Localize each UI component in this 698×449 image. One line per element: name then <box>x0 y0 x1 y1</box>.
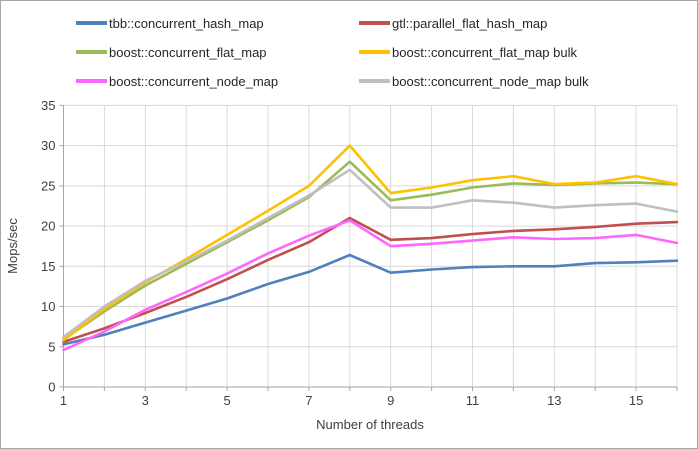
y-tick-label: 35 <box>41 98 55 113</box>
x-tick-label: 9 <box>387 393 394 408</box>
x-tick-label: 5 <box>223 393 230 408</box>
series-line-boost-concurrent-flat-map-bulk <box>62 144 679 342</box>
legend-label: gtl::parallel_flat_hash_map <box>392 15 548 31</box>
series-line-boost-concurrent-node-map <box>62 219 679 352</box>
y-tick-label: 15 <box>41 259 55 274</box>
legend-item: boost::concurrent_flat_map <box>76 42 359 62</box>
legend-marker <box>76 79 107 83</box>
legend-marker <box>359 50 390 54</box>
y-tick-label: 20 <box>41 219 55 234</box>
legend-label: tbb::concurrent_hash_map <box>109 15 264 31</box>
series-layer <box>62 144 679 352</box>
x-axis-title: Number of threads <box>316 417 424 432</box>
legend-item: boost::concurrent_node_map bulk <box>359 71 616 91</box>
legend-label: boost::concurrent_node_map bulk <box>392 73 589 89</box>
x-tick-label: 11 <box>466 393 480 408</box>
y-tick-label: 30 <box>41 138 55 153</box>
legend-item: boost::concurrent_node_map <box>76 71 359 91</box>
legend-marker <box>359 79 390 83</box>
x-tick-label: 15 <box>629 393 643 408</box>
y-tick-label: 5 <box>48 339 55 354</box>
legend: tbb::concurrent_hash_map gtl::parallel_fl… <box>76 13 616 91</box>
legend-item: boost::concurrent_flat_map bulk <box>359 42 616 62</box>
x-tick-label: 7 <box>305 393 312 408</box>
legend-marker <box>359 21 390 25</box>
x-tick-label: 1 <box>60 393 67 408</box>
y-tick-label: 10 <box>41 299 55 314</box>
y-tick-label: 25 <box>41 178 55 193</box>
series-line-gtl-parallel-flat-hash-map <box>62 216 679 344</box>
axis-layer <box>59 104 678 391</box>
legend-label: boost::concurrent_node_map <box>109 73 279 89</box>
grid-layer <box>63 104 678 387</box>
legend-marker <box>76 50 107 54</box>
legend-item: tbb::concurrent_hash_map <box>76 13 359 33</box>
x-tick-label: 13 <box>547 393 561 408</box>
x-tick-label: 3 <box>142 393 149 408</box>
series-line-boost-concurrent-node-map-bulk <box>62 168 679 339</box>
legend-label: boost::concurrent_flat_map bulk <box>392 44 577 60</box>
y-tick-label: 0 <box>48 380 55 395</box>
series-line-tbb-concurrent-hash-map <box>62 253 679 346</box>
legend-item: gtl::parallel_flat_hash_map <box>359 13 616 33</box>
legend-marker <box>76 21 107 25</box>
legend-label: boost::concurrent_flat_map <box>109 44 267 60</box>
y-axis-title: Mops/sec <box>5 218 20 274</box>
